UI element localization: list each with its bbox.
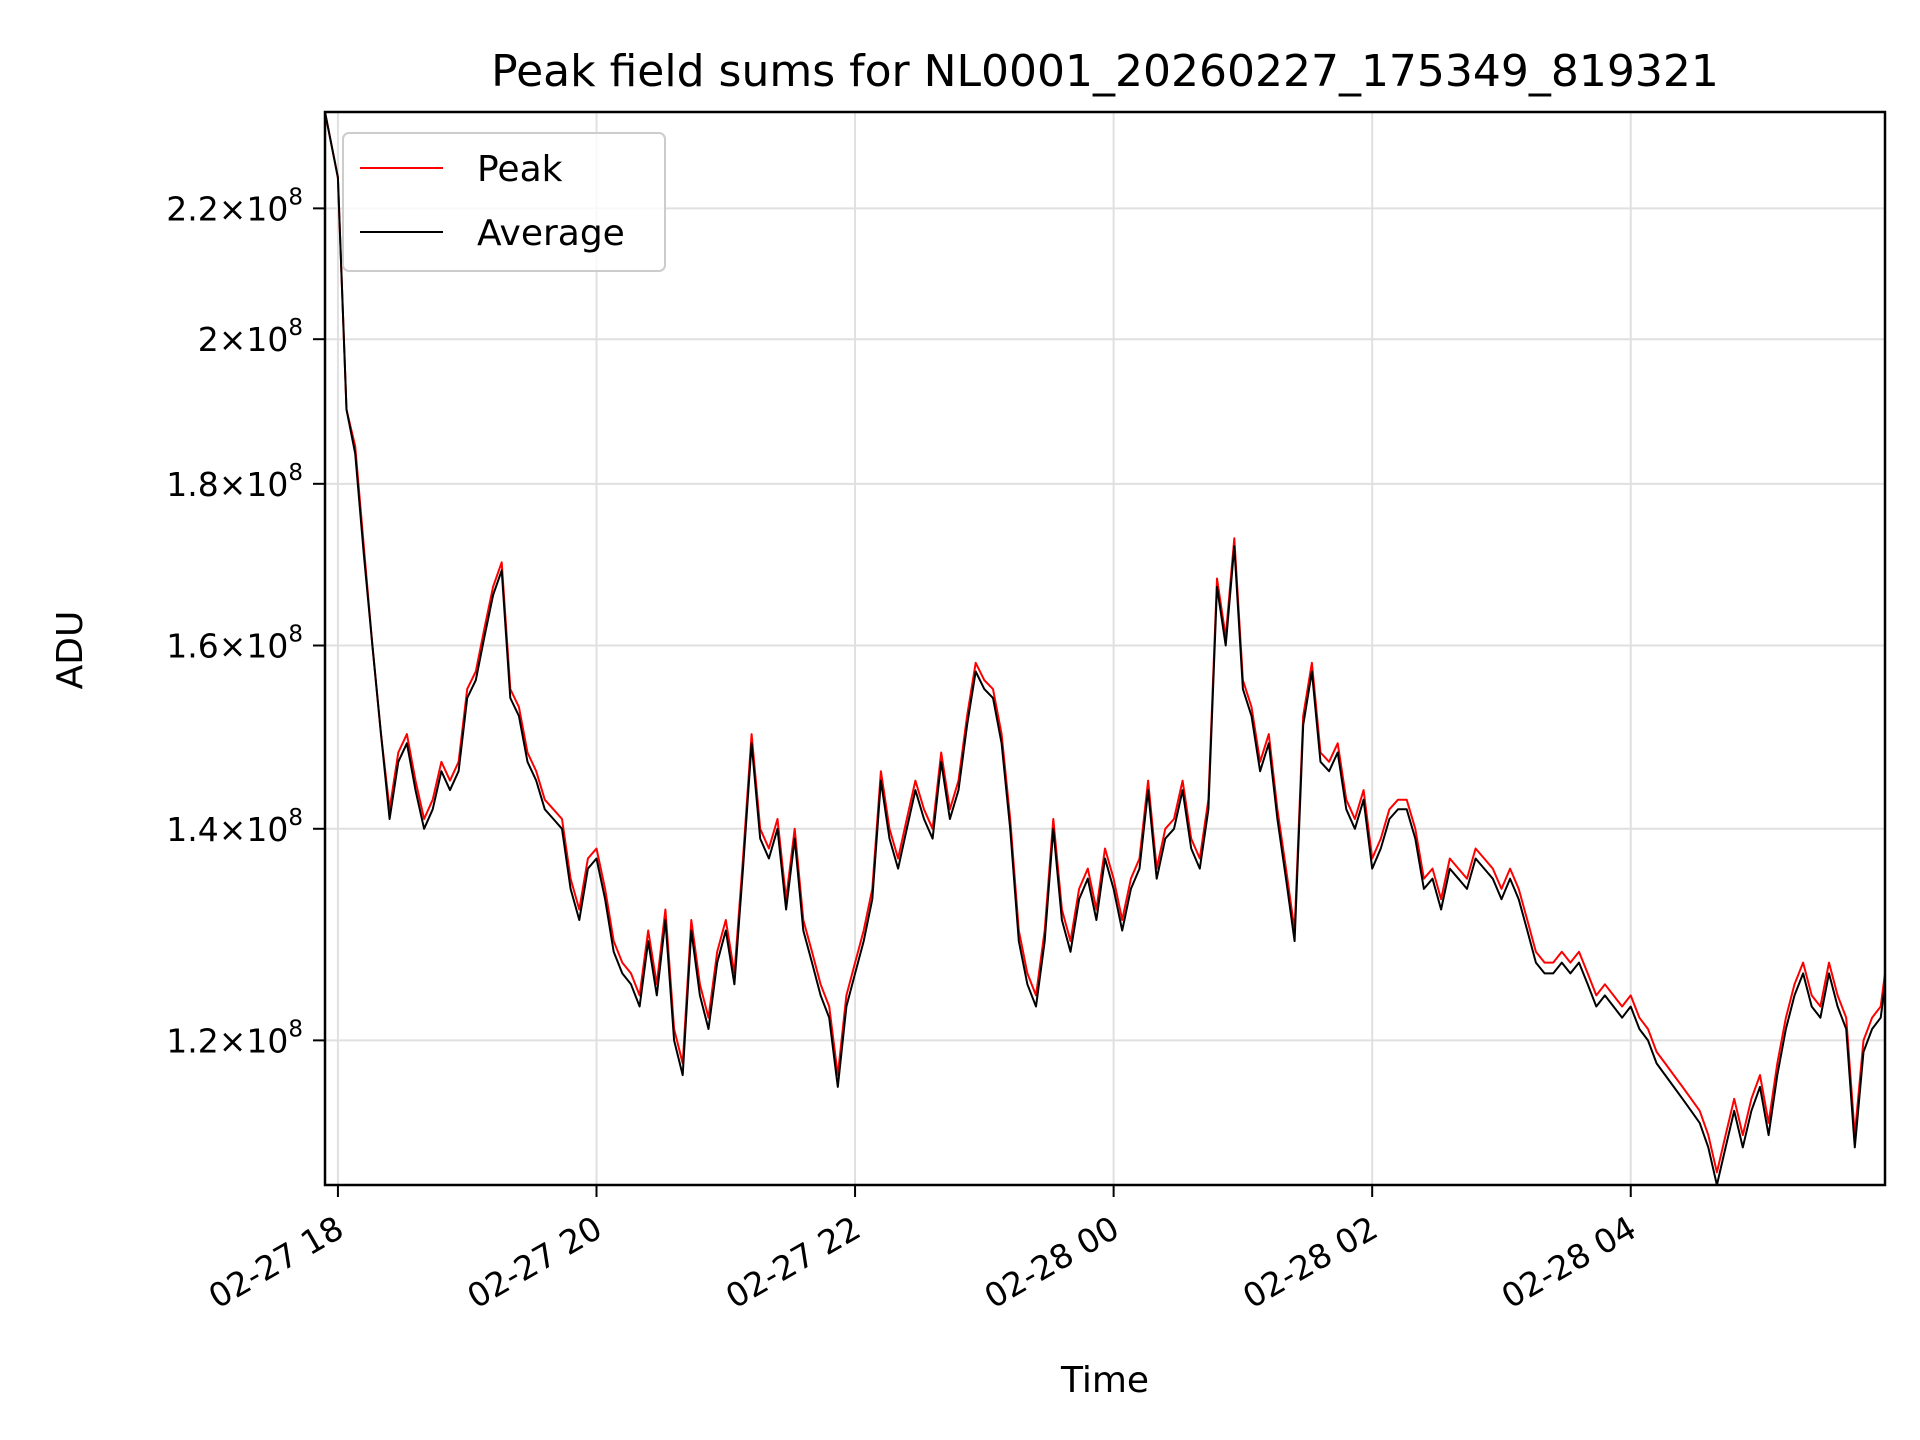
y-tick-mantissa: 1.8 <box>166 465 218 504</box>
y-tick-times: ×10 <box>219 626 289 665</box>
y-tick-mantissa: 1.4 <box>166 810 218 849</box>
y-tick-label: 1.8×108 <box>166 460 303 504</box>
y-tick-exponent: 8 <box>288 315 303 341</box>
legend-label-average: Average <box>477 213 625 254</box>
plot-frame <box>323 110 1887 1187</box>
y-tick-label: 1.4×108 <box>166 805 303 849</box>
y-tick-label: 1.6×108 <box>166 621 303 665</box>
y-tick-label: 2×108 <box>198 315 303 359</box>
y-tick-times: ×10 <box>219 320 289 359</box>
series-line-average <box>325 112 1885 1185</box>
y-tick-mantissa: 2.2 <box>166 189 218 228</box>
series-line-peak <box>325 112 1885 1174</box>
y-tick-mantissa: 2 <box>198 320 219 359</box>
y-tick-exponent: 8 <box>288 805 303 831</box>
grid <box>325 112 1885 1185</box>
y-tick-times: ×10 <box>219 189 289 228</box>
y-tick-label: 2.2×108 <box>166 184 303 228</box>
y-tick-exponent: 8 <box>288 460 303 486</box>
legend-label-peak: Peak <box>477 149 563 190</box>
y-tick-exponent: 8 <box>288 621 303 647</box>
y-tick-label: 1.2×108 <box>166 1016 303 1060</box>
legend: Peak Average <box>342 132 666 272</box>
y-tick-exponent: 8 <box>288 1016 303 1042</box>
y-tick-exponent: 8 <box>288 184 303 210</box>
series-layer <box>325 112 1885 1185</box>
y-tick-times: ×10 <box>219 1021 289 1060</box>
y-axis-label: ADU <box>50 611 91 690</box>
y-tick-mantissa: 1.2 <box>166 1021 218 1060</box>
chart-title: Peak field sums for NL0001_20260227_1753… <box>491 46 1719 97</box>
x-axis-label: Time <box>1060 1360 1149 1401</box>
y-tick-mantissa: 1.6 <box>166 626 218 665</box>
y-tick-times: ×10 <box>219 810 289 849</box>
y-tick-times: ×10 <box>219 465 289 504</box>
